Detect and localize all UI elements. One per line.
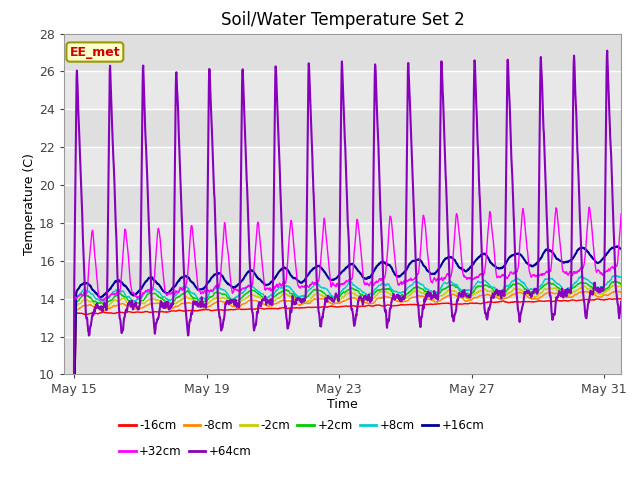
-8cm [364, 300, 372, 306]
+64cm [70, 382, 78, 387]
-16cm [521, 299, 529, 305]
-8cm [70, 434, 78, 440]
+16cm [364, 275, 372, 280]
+16cm [333, 275, 340, 281]
X-axis label: Time: Time [327, 398, 358, 411]
-8cm [388, 295, 396, 301]
+32cm [634, 384, 640, 390]
+16cm [70, 417, 78, 422]
+64cm [634, 377, 640, 383]
Line: -2cm: -2cm [74, 285, 637, 435]
-8cm [634, 404, 640, 410]
+64cm [604, 48, 611, 53]
+2cm [174, 294, 182, 300]
+64cm [521, 289, 529, 295]
+2cm [164, 299, 172, 304]
Y-axis label: Temperature (C): Temperature (C) [23, 153, 36, 255]
+16cm [521, 257, 529, 263]
-2cm [634, 397, 640, 403]
-8cm [612, 288, 620, 294]
+16cm [174, 279, 182, 285]
+32cm [333, 281, 340, 287]
Line: +64cm: +64cm [74, 50, 637, 384]
+32cm [70, 400, 78, 406]
-2cm [70, 432, 78, 438]
+8cm [164, 296, 172, 302]
Line: +16cm: +16cm [74, 246, 637, 420]
+64cm [364, 298, 372, 303]
+32cm [388, 230, 396, 236]
+32cm [521, 220, 529, 226]
+2cm [611, 278, 619, 284]
-8cm [174, 303, 182, 309]
-2cm [364, 297, 372, 302]
+32cm [619, 198, 627, 204]
-2cm [611, 282, 618, 288]
Title: Soil/Water Temperature Set 2: Soil/Water Temperature Set 2 [221, 11, 464, 29]
+8cm [333, 292, 340, 298]
+32cm [164, 291, 172, 297]
+32cm [364, 281, 372, 287]
-16cm [364, 303, 372, 309]
-16cm [625, 296, 633, 301]
+2cm [634, 396, 640, 402]
+2cm [70, 430, 78, 436]
+64cm [388, 295, 396, 301]
-16cm [388, 303, 396, 309]
-16cm [333, 304, 340, 310]
+2cm [388, 290, 396, 296]
Bar [64, 261, 621, 299]
Legend: +32cm, +64cm: +32cm, +64cm [115, 440, 257, 462]
-16cm [70, 427, 78, 433]
Line: +32cm: +32cm [74, 201, 637, 403]
Bar [64, 34, 621, 72]
-16cm [174, 308, 182, 313]
+8cm [70, 430, 78, 435]
-16cm [164, 309, 172, 315]
Bar [64, 185, 621, 223]
+2cm [364, 294, 372, 300]
Line: -8cm: -8cm [74, 291, 637, 437]
+8cm [174, 290, 182, 296]
Line: -16cm: -16cm [74, 299, 637, 430]
+8cm [521, 281, 529, 287]
+64cm [164, 301, 172, 307]
-8cm [333, 300, 340, 306]
+8cm [364, 292, 372, 298]
Bar [64, 336, 621, 374]
-8cm [521, 291, 529, 297]
-2cm [388, 292, 396, 298]
+8cm [614, 273, 621, 279]
Line: +2cm: +2cm [74, 281, 637, 433]
+16cm [613, 243, 621, 249]
+16cm [388, 267, 396, 273]
+16cm [164, 290, 172, 296]
Text: EE_met: EE_met [70, 46, 120, 59]
+64cm [333, 293, 340, 299]
-2cm [333, 297, 340, 303]
+8cm [634, 394, 640, 400]
Line: +8cm: +8cm [74, 276, 637, 432]
-16cm [634, 419, 640, 425]
+2cm [333, 295, 340, 300]
+2cm [521, 286, 529, 291]
+64cm [174, 99, 182, 105]
-8cm [164, 305, 172, 311]
-2cm [164, 302, 172, 308]
Bar [64, 109, 621, 147]
+32cm [174, 289, 182, 295]
+16cm [634, 397, 640, 403]
-2cm [174, 300, 182, 305]
-2cm [521, 289, 529, 295]
+8cm [388, 287, 396, 293]
